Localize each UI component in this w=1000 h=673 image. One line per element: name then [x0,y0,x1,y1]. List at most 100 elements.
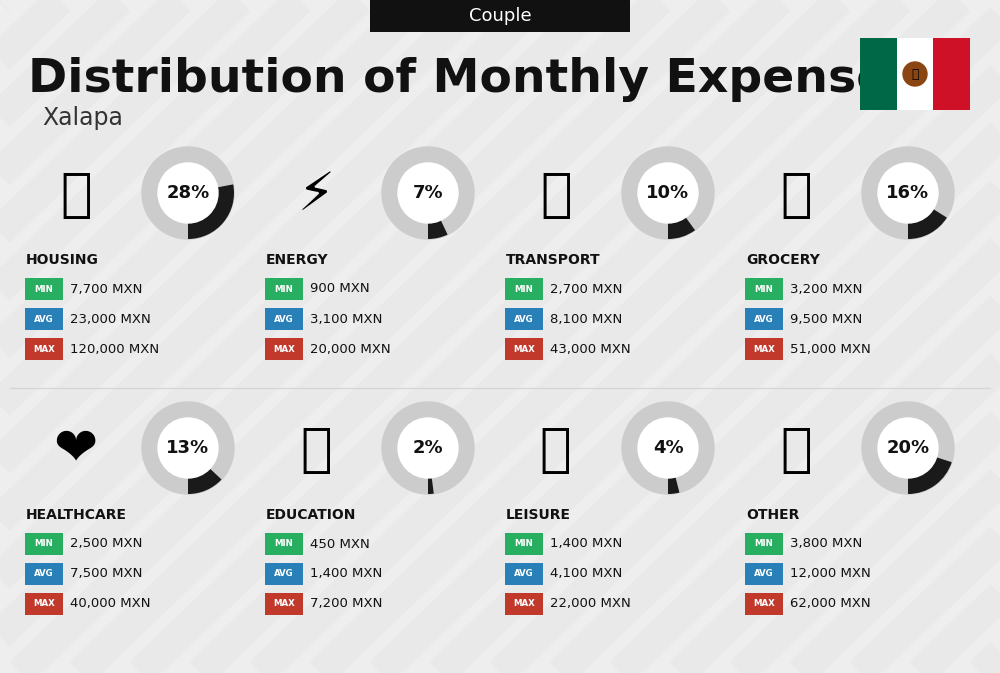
Text: Xalapa: Xalapa [42,106,123,130]
FancyBboxPatch shape [745,278,783,300]
Text: 43,000 MXN: 43,000 MXN [550,343,631,355]
FancyBboxPatch shape [25,308,63,330]
Text: HEALTHCARE: HEALTHCARE [26,508,127,522]
Text: MIN: MIN [515,540,533,548]
Text: ENERGY: ENERGY [266,253,329,267]
Text: MAX: MAX [273,345,295,353]
Text: 🛍️: 🛍️ [540,424,572,476]
Text: AVG: AVG [274,569,294,579]
Wedge shape [908,448,952,494]
Text: 👛: 👛 [780,424,812,476]
Text: ⚡: ⚡ [298,169,334,221]
FancyBboxPatch shape [897,38,933,110]
FancyBboxPatch shape [860,38,897,110]
Text: 1,400 MXN: 1,400 MXN [310,567,382,581]
Text: 🛒: 🛒 [780,169,812,221]
Text: 450 MXN: 450 MXN [310,538,370,551]
Circle shape [638,418,698,478]
Text: MIN: MIN [755,540,773,548]
Text: 7%: 7% [413,184,443,202]
Text: Distribution of Monthly Expenses: Distribution of Monthly Expenses [28,57,916,102]
Text: 7,500 MXN: 7,500 MXN [70,567,142,581]
Text: 20,000 MXN: 20,000 MXN [310,343,391,355]
Text: LEISURE: LEISURE [506,508,571,522]
Circle shape [158,418,218,478]
FancyBboxPatch shape [505,278,543,300]
Wedge shape [188,448,222,494]
Text: AVG: AVG [514,314,534,324]
Text: 51,000 MXN: 51,000 MXN [790,343,871,355]
Text: 13%: 13% [166,439,210,457]
Text: 7,700 MXN: 7,700 MXN [70,283,142,295]
Text: MAX: MAX [753,600,775,608]
FancyBboxPatch shape [505,308,543,330]
FancyBboxPatch shape [25,533,63,555]
Text: 120,000 MXN: 120,000 MXN [70,343,159,355]
Wedge shape [668,193,695,239]
FancyBboxPatch shape [933,38,970,110]
Circle shape [862,147,954,239]
Text: AVG: AVG [514,569,534,579]
Text: 20%: 20% [886,439,930,457]
Text: 12,000 MXN: 12,000 MXN [790,567,871,581]
Wedge shape [428,193,448,239]
FancyBboxPatch shape [505,533,543,555]
Circle shape [878,418,938,478]
Text: MAX: MAX [513,600,535,608]
Circle shape [382,402,474,494]
Text: HOUSING: HOUSING [26,253,99,267]
Circle shape [903,62,927,86]
Wedge shape [668,448,679,494]
Text: OTHER: OTHER [746,508,799,522]
Text: MAX: MAX [273,600,295,608]
Circle shape [158,163,218,223]
FancyBboxPatch shape [745,533,783,555]
FancyBboxPatch shape [505,338,543,360]
Text: MIN: MIN [35,285,53,293]
Text: Couple: Couple [469,7,531,25]
Text: TRANSPORT: TRANSPORT [506,253,601,267]
Text: 3,800 MXN: 3,800 MXN [790,538,862,551]
Text: MIN: MIN [35,540,53,548]
Text: MIN: MIN [275,540,293,548]
Text: 3,100 MXN: 3,100 MXN [310,312,382,326]
Text: AVG: AVG [34,314,54,324]
Circle shape [622,147,714,239]
Text: 🚌: 🚌 [540,169,572,221]
Text: 8,100 MXN: 8,100 MXN [550,312,622,326]
Circle shape [142,147,234,239]
Text: 9,500 MXN: 9,500 MXN [790,312,862,326]
Text: 62,000 MXN: 62,000 MXN [790,598,871,610]
Text: 900 MXN: 900 MXN [310,283,370,295]
Text: 22,000 MXN: 22,000 MXN [550,598,631,610]
Circle shape [638,163,698,223]
FancyBboxPatch shape [25,278,63,300]
FancyBboxPatch shape [745,308,783,330]
Wedge shape [188,184,234,239]
Text: 1,400 MXN: 1,400 MXN [550,538,622,551]
Circle shape [862,402,954,494]
Text: MAX: MAX [753,345,775,353]
Text: MIN: MIN [515,285,533,293]
FancyBboxPatch shape [25,563,63,585]
FancyBboxPatch shape [370,0,630,32]
Text: EDUCATION: EDUCATION [266,508,356,522]
Text: MAX: MAX [33,600,55,608]
Text: 7,200 MXN: 7,200 MXN [310,598,382,610]
Circle shape [878,163,938,223]
FancyBboxPatch shape [265,533,303,555]
Text: ❤️: ❤️ [54,424,98,476]
Text: MAX: MAX [513,345,535,353]
FancyBboxPatch shape [745,593,783,615]
Text: 🎓: 🎓 [300,424,332,476]
FancyBboxPatch shape [25,593,63,615]
Text: 40,000 MXN: 40,000 MXN [70,598,150,610]
FancyBboxPatch shape [745,563,783,585]
Text: AVG: AVG [274,314,294,324]
Text: 16%: 16% [886,184,930,202]
Text: 4%: 4% [653,439,683,457]
Text: 3,200 MXN: 3,200 MXN [790,283,862,295]
Text: AVG: AVG [754,569,774,579]
Circle shape [622,402,714,494]
Circle shape [382,147,474,239]
